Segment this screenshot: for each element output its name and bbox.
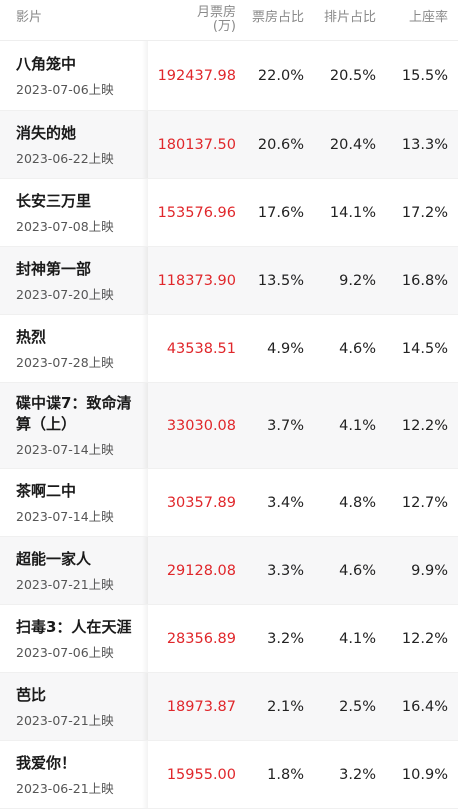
film-cell: 芭比 2023-07-21上映 (0, 673, 148, 740)
seat-rate-value: 12.7% (401, 494, 448, 511)
film-cell: 茶啊二中 2023-07-14上映 (0, 469, 148, 536)
film-cell: 扫毒3：人在天涯 2023-07-06上映 (0, 605, 148, 672)
table-row[interactable]: 热烈 2023-07-28上映 43538.51 4.9% 4.6% 14.5% (0, 315, 458, 383)
box-office-value: 15955.00 (166, 766, 236, 783)
film-name: 封神第一部 (16, 259, 92, 278)
box-share-value: 17.6% (257, 204, 304, 221)
schedule-share-value: 3.2% (339, 766, 376, 783)
table-row[interactable]: 消失的她 2023-06-22上映 180137.50 20.6% 20.4% … (0, 111, 458, 179)
header-box-share[interactable]: 票房占比 (251, 10, 304, 25)
schedule-share-value: 4.1% (339, 417, 376, 434)
schedule-share-value: 14.1% (329, 204, 376, 221)
table-row[interactable]: 八角笼中 2023-07-06上映 192437.98 22.0% 20.5% … (0, 41, 458, 111)
table-row[interactable]: 碟中谍7：致命清算（上） 2023-07-14上映 33030.08 3.7% … (0, 383, 458, 469)
film-name: 我爱你！ (16, 753, 77, 772)
table-row[interactable]: 茶啊二中 2023-07-14上映 30357.89 3.4% 4.8% 12.… (0, 469, 458, 537)
seat-rate-value: 16.4% (401, 698, 448, 715)
film-name: 碟中谍7：致命清算（上） (16, 394, 132, 433)
schedule-share-value: 20.4% (329, 136, 376, 153)
film-cell: 我爱你！ 2023-06-21上映 (0, 741, 148, 808)
schedule-share-value: 20.5% (329, 67, 376, 84)
seat-rate-value: 12.2% (401, 630, 448, 647)
seat-rate-value: 13.3% (401, 136, 448, 153)
table-row[interactable]: 芭比 2023-07-21上映 18973.87 2.1% 2.5% 16.4% (0, 673, 458, 741)
film-cell: 热烈 2023-07-28上映 (0, 315, 148, 382)
film-name: 热烈 (16, 327, 47, 346)
seat-rate-value: 16.8% (401, 272, 448, 289)
film-cell: 长安三万里 2023-07-08上映 (0, 179, 148, 246)
seat-rate-value: 14.5% (401, 340, 448, 357)
box-share-value: 3.3% (267, 562, 304, 579)
seat-rate-value: 15.5% (401, 67, 448, 84)
release-date: 2023-07-20上映 (16, 286, 114, 302)
release-date: 2023-07-06上映 (16, 81, 114, 97)
box-office-value: 28356.89 (166, 630, 236, 647)
table-header: 影片 月票房 (万) 票房占比 排片占比 上座率 (0, 0, 458, 41)
box-office-value: 118373.90 (157, 272, 236, 289)
film-name: 八角笼中 (16, 54, 77, 73)
box-share-value: 2.1% (267, 698, 304, 715)
seat-rate-value: 12.2% (401, 417, 448, 434)
film-name: 芭比 (16, 685, 47, 704)
release-date: 2023-06-21上映 (16, 780, 114, 796)
release-date: 2023-07-06上映 (16, 644, 114, 660)
table-row[interactable]: 超能一家人 2023-07-21上映 29128.08 3.3% 4.6% 9.… (0, 537, 458, 605)
box-share-value: 3.7% (267, 417, 304, 434)
box-office-value: 29128.08 (166, 562, 236, 579)
header-box-line1: 月票房 (196, 5, 236, 20)
header-schedule-share[interactable]: 排片占比 (323, 10, 376, 25)
seat-rate-value: 9.9% (411, 562, 448, 579)
box-office-value: 192437.98 (157, 67, 236, 84)
box-share-value: 3.2% (267, 630, 304, 647)
table-row[interactable]: 长安三万里 2023-07-08上映 153576.96 17.6% 14.1%… (0, 179, 458, 247)
seat-rate-value: 17.2% (401, 204, 448, 221)
film-cell: 超能一家人 2023-07-21上映 (0, 537, 148, 604)
schedule-share-value: 2.5% (339, 698, 376, 715)
film-name: 消失的她 (16, 123, 77, 142)
film-cell: 封神第一部 2023-07-20上映 (0, 247, 148, 314)
table-row[interactable]: 扫毒3：人在天涯 2023-07-06上映 28356.89 3.2% 4.1%… (0, 605, 458, 673)
box-share-value: 22.0% (257, 67, 304, 84)
film-cell: 八角笼中 2023-07-06上映 (0, 41, 148, 110)
table-row[interactable]: 我爱你！ 2023-06-21上映 15955.00 1.8% 3.2% 10.… (0, 741, 458, 809)
header-monthly-box-office[interactable]: 月票房 (万) (148, 0, 236, 40)
film-cell: 碟中谍7：致命清算（上） 2023-07-14上映 (0, 383, 148, 468)
box-office-value: 18973.87 (166, 698, 236, 715)
box-office-value: 43538.51 (166, 340, 236, 357)
box-office-value: 180137.50 (157, 136, 236, 153)
release-date: 2023-07-14上映 (16, 442, 114, 457)
schedule-share-value: 9.2% (339, 272, 376, 289)
box-office-value: 33030.08 (166, 417, 236, 434)
release-date: 2023-07-14上映 (16, 508, 114, 524)
box-share-value: 3.4% (267, 494, 304, 511)
header-box-unit: (万) (212, 19, 236, 34)
box-office-value: 153576.96 (157, 204, 236, 221)
schedule-share-value: 4.8% (339, 494, 376, 511)
table-row[interactable]: 封神第一部 2023-07-20上映 118373.90 13.5% 9.2% … (0, 247, 458, 315)
film-name: 扫毒3：人在天涯 (16, 617, 132, 636)
box-share-value: 1.8% (267, 766, 304, 783)
schedule-share-value: 4.6% (339, 340, 376, 357)
box-share-value: 13.5% (257, 272, 304, 289)
seat-rate-value: 10.9% (401, 766, 448, 783)
box-share-value: 20.6% (257, 136, 304, 153)
release-date: 2023-07-21上映 (16, 712, 114, 728)
schedule-share-value: 4.6% (339, 562, 376, 579)
header-seat-rate[interactable]: 上座率 (408, 10, 448, 25)
box-office-value: 30357.89 (166, 494, 236, 511)
film-cell: 消失的她 2023-06-22上映 (0, 111, 148, 178)
film-name: 茶啊二中 (16, 481, 77, 500)
table-body: 八角笼中 2023-07-06上映 192437.98 22.0% 20.5% … (0, 41, 458, 809)
release-date: 2023-06-22上映 (16, 150, 114, 166)
release-date: 2023-07-08上映 (16, 218, 114, 234)
film-name: 长安三万里 (16, 191, 92, 210)
schedule-share-value: 4.1% (339, 630, 376, 647)
header-film[interactable]: 影片 (16, 10, 43, 25)
release-date: 2023-07-28上映 (16, 354, 114, 370)
release-date: 2023-07-21上映 (16, 576, 114, 592)
film-name: 超能一家人 (16, 549, 92, 568)
box-share-value: 4.9% (267, 340, 304, 357)
